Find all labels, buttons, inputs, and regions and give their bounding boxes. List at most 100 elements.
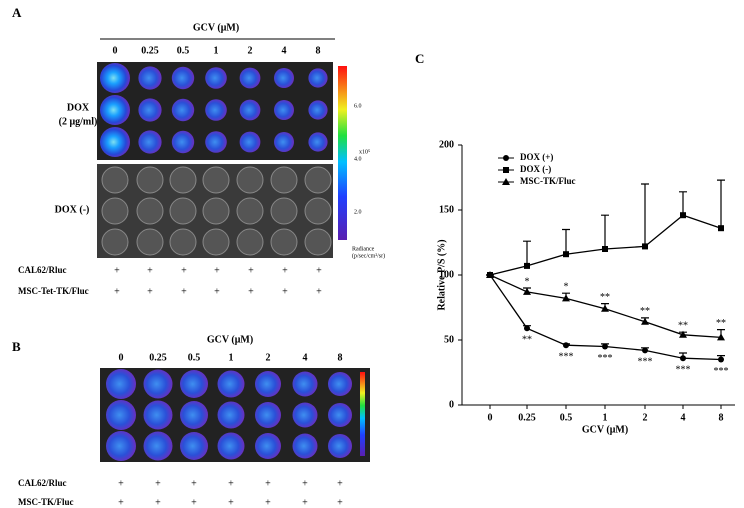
significance: *** xyxy=(598,353,613,364)
well xyxy=(202,197,230,225)
well xyxy=(171,66,195,90)
row-label: MSC-TK/Fluc xyxy=(18,497,74,507)
well xyxy=(308,100,328,120)
well xyxy=(270,228,298,256)
well xyxy=(180,401,208,429)
marker xyxy=(524,262,530,269)
significance: *** xyxy=(559,351,574,362)
marker xyxy=(679,330,687,338)
well xyxy=(308,132,328,152)
well xyxy=(171,98,195,122)
well xyxy=(205,131,227,153)
well xyxy=(274,68,294,88)
well xyxy=(138,66,162,90)
well xyxy=(169,228,197,256)
column-label: 1 xyxy=(214,45,219,56)
well xyxy=(205,99,227,121)
plus-mark: + xyxy=(302,478,308,489)
column-label: 4 xyxy=(303,352,308,363)
well xyxy=(169,166,197,194)
plus-mark: + xyxy=(302,497,308,508)
panel-label: A xyxy=(12,5,22,20)
y-tick-label: 200 xyxy=(439,139,454,150)
x-tick-label: 4 xyxy=(681,412,686,423)
well xyxy=(180,370,208,398)
well xyxy=(143,431,173,461)
error-bar xyxy=(562,228,570,255)
plus-mark: + xyxy=(265,497,271,508)
marker xyxy=(642,243,648,250)
plus-mark: + xyxy=(214,265,220,276)
well xyxy=(202,228,230,256)
well xyxy=(217,432,245,460)
colorbar-title: Radiance xyxy=(352,246,375,252)
colorbar-tick: 6.0 xyxy=(354,103,362,109)
error-bar xyxy=(717,179,725,229)
plus-mark: + xyxy=(181,286,187,297)
plus-mark: + xyxy=(147,265,153,276)
column-label: 0.5 xyxy=(188,352,201,363)
well xyxy=(100,95,130,125)
colorbar xyxy=(360,372,365,456)
well xyxy=(239,67,261,89)
plus-mark: + xyxy=(228,497,234,508)
marker xyxy=(563,251,569,258)
legend-label: DOX (+) xyxy=(520,152,553,162)
x-tick-label: 0 xyxy=(488,412,493,423)
panel-label: C xyxy=(415,51,424,66)
marker xyxy=(718,356,724,363)
well xyxy=(205,67,227,89)
well xyxy=(217,401,245,429)
well xyxy=(328,403,352,427)
column-label: 2 xyxy=(266,352,271,363)
plus-mark: + xyxy=(248,265,254,276)
significance: ** xyxy=(640,306,650,317)
significance: *** xyxy=(714,366,729,377)
well xyxy=(101,197,129,225)
plus-mark: + xyxy=(214,286,220,297)
error-bar xyxy=(601,214,609,249)
significance: *** xyxy=(676,364,691,375)
wells xyxy=(106,369,352,461)
well xyxy=(292,371,318,397)
marker xyxy=(562,294,570,302)
marker xyxy=(642,347,648,354)
legend-label: MSC-TK/Fluc xyxy=(520,176,576,186)
error-bar xyxy=(679,191,687,216)
well xyxy=(100,127,130,157)
plus-mark: + xyxy=(114,286,120,297)
well xyxy=(136,197,164,225)
well xyxy=(171,130,195,154)
colorbar-unit: x10⁵ xyxy=(359,149,370,155)
well xyxy=(255,371,281,397)
well xyxy=(304,228,332,256)
marker xyxy=(680,355,686,362)
column-label: 2 xyxy=(248,45,253,56)
legend-marker xyxy=(502,178,510,185)
legend-marker xyxy=(503,155,509,161)
well xyxy=(169,197,197,225)
marker xyxy=(602,246,608,252)
well xyxy=(138,98,162,122)
marker xyxy=(601,304,609,312)
well xyxy=(308,68,328,88)
significance: ** xyxy=(522,335,532,346)
well xyxy=(136,166,164,194)
colorbar-subtitle: (p/sec/cm²/sr) xyxy=(352,252,385,259)
x-tick-label: 0.5 xyxy=(560,412,573,423)
well xyxy=(255,402,281,428)
well xyxy=(202,166,230,194)
x-tick-label: 8 xyxy=(719,412,724,423)
significance: ** xyxy=(716,318,726,329)
y-tick-label: 100 xyxy=(439,269,454,280)
colorbar-tick: 2.0 xyxy=(354,209,362,215)
plus-mark: + xyxy=(118,497,124,508)
well xyxy=(217,370,245,398)
plus-mark: + xyxy=(282,265,288,276)
row-label: DOX xyxy=(67,102,90,113)
plus-mark: + xyxy=(248,286,254,297)
column-label: 4 xyxy=(282,45,287,56)
marker xyxy=(524,325,530,332)
well xyxy=(274,100,294,120)
